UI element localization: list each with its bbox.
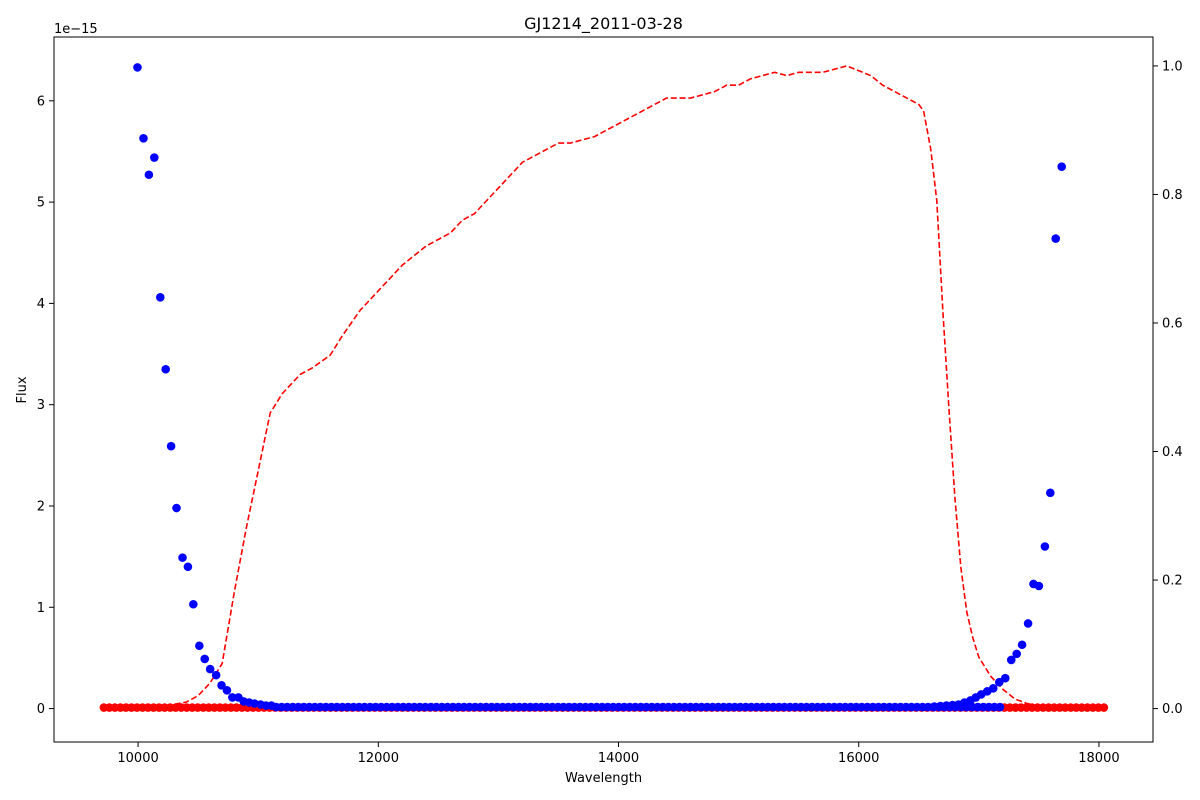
blue-point: [205, 664, 215, 674]
blue-point: [1034, 581, 1044, 591]
blue-point: [267, 701, 276, 710]
blue-point: [139, 133, 148, 143]
blue-point: [166, 441, 176, 451]
blue-point: [217, 680, 226, 690]
y2-tick-label: 0.4: [1162, 445, 1183, 460]
blue-point: [183, 562, 193, 572]
y-tick-label: 6: [37, 94, 45, 109]
blue-point: [133, 63, 142, 72]
blue-point: [189, 599, 198, 609]
plot-frame: [53, 36, 1154, 743]
y2-tick-label: 0.8: [1162, 188, 1183, 203]
y-tick-label: 0: [37, 702, 45, 717]
chart-title: GJ1214_2011-03-28: [524, 14, 683, 34]
blue-point: [1017, 640, 1027, 650]
y-axis-ticks: 0 1 2 3 4 5 6: [37, 94, 54, 717]
blue-point: [1023, 619, 1033, 628]
x-tick-label: 16000: [838, 751, 879, 766]
blue-point: [178, 553, 187, 562]
y2-tick-label: 0.2: [1162, 574, 1183, 589]
blue-point: [1000, 673, 1010, 683]
y2-tick-label: 1.0: [1162, 59, 1183, 74]
blue-point: [149, 153, 159, 162]
blue-point: [1040, 542, 1050, 551]
blue-point: [200, 654, 210, 664]
plot-area: [99, 63, 1109, 712]
x-tick-label: 14000: [598, 751, 639, 766]
blue-point: [161, 364, 171, 374]
y-axis-label: Flux: [15, 376, 30, 403]
blue-scatter-series: [133, 63, 1067, 712]
blue-point: [1046, 488, 1055, 498]
blue-point: [1057, 162, 1067, 171]
blue-point: [144, 170, 154, 180]
y-tick-label: 3: [37, 398, 45, 413]
blue-point: [172, 503, 181, 513]
y-tick-label: 5: [37, 196, 45, 211]
y-tick-label: 1: [37, 601, 45, 616]
x-axis-ticks: 10000 12000 14000 16000 18000: [117, 742, 1120, 766]
y2-tick-label: 0.6: [1162, 316, 1183, 331]
y2-tick-label: 0.0: [1162, 702, 1183, 717]
blue-point: [155, 293, 165, 302]
y-tick-label: 4: [37, 297, 45, 312]
red-point: [1099, 703, 1109, 712]
blue-point: [222, 686, 232, 695]
y-tick-label: 2: [37, 499, 45, 514]
blue-point: [195, 641, 204, 651]
x-tick-label: 12000: [358, 751, 399, 766]
blue-point: [1051, 234, 1061, 243]
blue-point: [228, 693, 237, 702]
x-tick-label: 10000: [117, 751, 158, 766]
throughput-dashed-line: [104, 65, 1046, 710]
x-tick-label: 18000: [1078, 751, 1119, 766]
y-offset-label: 1e−15: [54, 22, 98, 37]
x-axis-label: Wavelength: [565, 771, 642, 786]
blue-point: [211, 670, 221, 680]
blue-point: [1006, 655, 1016, 665]
y2-axis-ticks: 0.0 0.2 0.4 0.6 0.8 1.0: [1153, 59, 1183, 717]
blue-point: [988, 684, 998, 693]
blue-point: [995, 702, 1005, 712]
blue-point: [1012, 649, 1021, 659]
